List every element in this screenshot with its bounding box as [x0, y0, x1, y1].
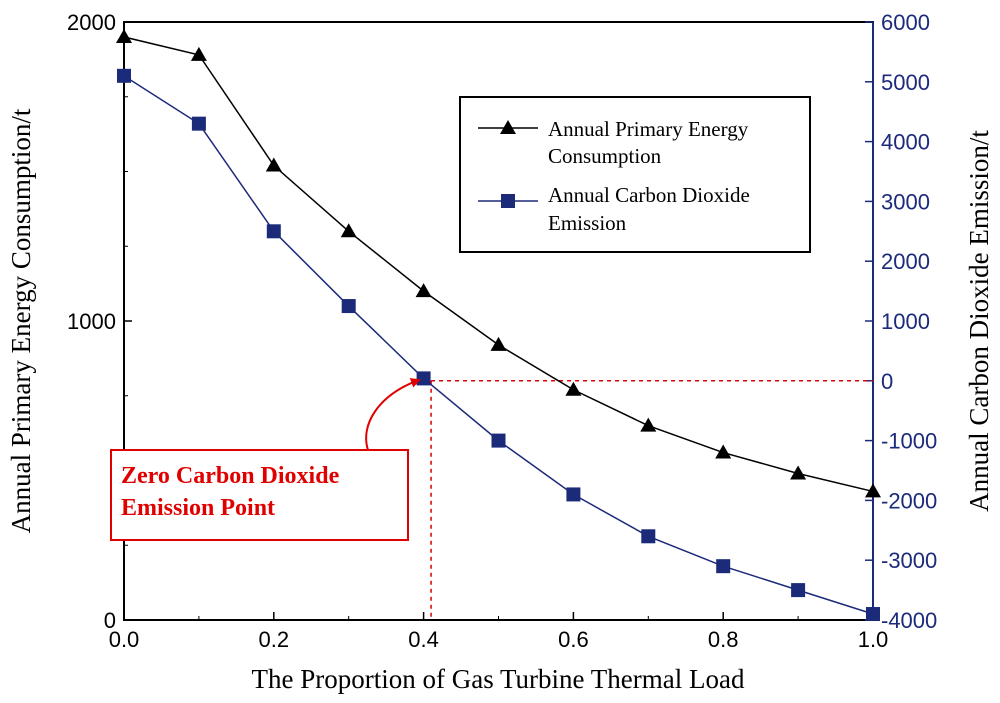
zero-emission-reference-lines [430, 380, 873, 620]
data-point-square [191, 116, 206, 131]
data-point-square [416, 371, 431, 386]
right-tick-label: 0 [881, 369, 893, 394]
annotation-text-line1: Zero Carbon Dioxide [121, 463, 340, 489]
bottom-tick-label: 1.0 [858, 627, 889, 652]
right-tick-label: 1000 [881, 309, 930, 334]
legend-marker-triangle [500, 120, 516, 134]
x-axis-title: The Proportion of Gas Turbine Thermal Lo… [252, 664, 745, 694]
left-tick-label: 1000 [67, 309, 116, 334]
data-point-square [641, 529, 656, 544]
right-tick-label: 2000 [881, 249, 930, 274]
data-point-square [491, 433, 506, 448]
legend-label-co2-line2: Emission [548, 211, 627, 235]
data-point-triangle [640, 417, 657, 432]
data-point-square [866, 607, 880, 622]
right-tick-label: 5000 [881, 70, 930, 95]
right-axis-ticks: -4000 -3000 -2000 -1000 0 1000 2000 3000 4000 500… [865, 10, 937, 633]
left-tick-label: 2000 [67, 10, 116, 35]
data-point-triangle [415, 283, 432, 298]
data-point-triangle [265, 157, 282, 172]
data-point-square [791, 583, 806, 598]
right-tick-label: -3000 [881, 548, 937, 573]
right-tick-label: -4000 [881, 608, 937, 633]
annotation-text-line2: Emission Point [121, 495, 275, 521]
annotation-arrow [365, 378, 421, 451]
zero-emission-annotation: Zero Carbon Dioxide Emission Point [110, 378, 421, 541]
legend-label-co2-line1: Annual Carbon Dioxide [548, 183, 750, 207]
right-tick-label: 6000 [881, 10, 930, 35]
data-point-triangle [490, 336, 507, 351]
right-tick-label: 3000 [881, 189, 930, 214]
bottom-tick-label: 0.4 [408, 627, 439, 652]
legend-label-energy-line1: Annual Primary Energy [548, 117, 749, 141]
legend: Annual Primary Energy Consumption Annual… [459, 96, 811, 253]
left-tick-label: 0 [104, 608, 116, 633]
data-point-square [266, 224, 281, 239]
data-point-square [566, 487, 581, 502]
data-point-triangle [565, 381, 582, 396]
data-point-triangle [790, 465, 807, 480]
data-point-triangle [340, 223, 357, 238]
data-point-triangle [865, 483, 881, 498]
data-point-triangle [116, 28, 132, 43]
data-point-square [341, 299, 356, 314]
bottom-axis-ticks: 0.0 0.2 0.4 0.6 0.8 1.0 [109, 612, 889, 652]
y-axis-title-right: Annual Carbon Dioxide Emission/t [964, 130, 994, 512]
right-tick-label: -1000 [881, 429, 937, 454]
data-point-square [117, 68, 131, 83]
bottom-tick-label: 0.8 [708, 627, 739, 652]
data-point-triangle [715, 444, 732, 459]
data-point-square [716, 559, 731, 574]
legend-marker-square [501, 194, 515, 208]
series-layer [116, 28, 881, 622]
right-tick-label: 4000 [881, 130, 930, 155]
bottom-tick-label: 0.6 [558, 627, 589, 652]
legend-label-energy-line2: Consumption [548, 144, 662, 168]
data-point-triangle [190, 46, 207, 61]
bottom-tick-label: 0.0 [109, 627, 140, 652]
annotation-box [110, 449, 409, 541]
legend-box [459, 96, 811, 253]
right-tick-label: -2000 [881, 488, 937, 513]
bottom-tick-label: 0.2 [259, 627, 290, 652]
y-axis-title-left: Annual Primary Energy Consumption/t [6, 108, 36, 533]
left-axis-ticks: 0 1000 2000 [67, 10, 132, 633]
